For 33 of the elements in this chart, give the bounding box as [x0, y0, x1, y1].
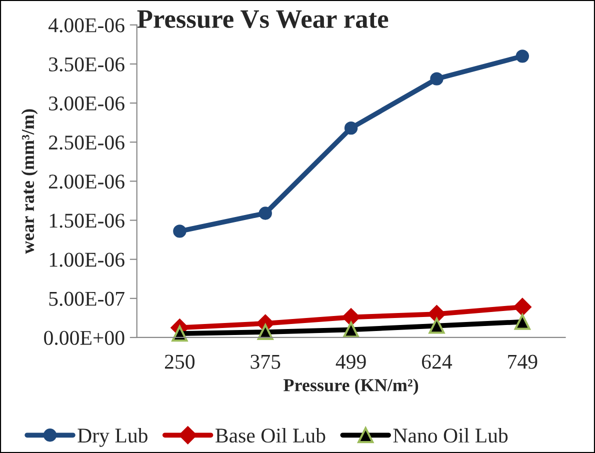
point	[428, 318, 445, 334]
point	[257, 324, 274, 340]
point	[428, 305, 446, 323]
x-tick-label: 250	[164, 354, 195, 369]
point	[342, 308, 360, 326]
point	[514, 314, 530, 330]
legend-label: Nano Oil Lub	[393, 428, 508, 443]
x-tick-label: 624	[422, 354, 452, 369]
chart-title: Pressure Vs Wear rate	[137, 10, 388, 28]
y-axis-title: wear rate (mm³/m)	[21, 109, 38, 254]
y-tick-label: 1.00E-06	[50, 252, 124, 267]
y-tick-label: 5.00E-07	[49, 292, 124, 306]
y-tick-label: 1.50E-06	[50, 214, 124, 228]
x-tick-label: 375	[250, 354, 280, 369]
y-tick-label: 3.00E-06	[49, 96, 124, 111]
legend-label: Base Oil Lub	[216, 428, 326, 443]
x-axis-title: Pressure (KN/m²)	[284, 378, 418, 395]
y-tick-label: 2.00E-06	[49, 174, 124, 189]
point	[516, 50, 530, 63]
y-tick-label: 3.50E-06	[49, 57, 124, 72]
point	[173, 224, 186, 238]
point	[430, 72, 444, 86]
point	[172, 326, 188, 342]
y-tick-label: 0.00E+00	[44, 330, 124, 346]
point	[514, 298, 532, 316]
point	[343, 322, 360, 338]
point	[344, 121, 358, 135]
legend-label: Dry Lub	[78, 428, 148, 447]
point	[258, 206, 272, 220]
x-tick-label: 749	[508, 354, 538, 369]
y-tick-label: 2.50E-06	[49, 136, 124, 150]
y-tick-label: 4.00E-06	[48, 18, 124, 32]
x-tick-label: 499	[336, 354, 366, 369]
